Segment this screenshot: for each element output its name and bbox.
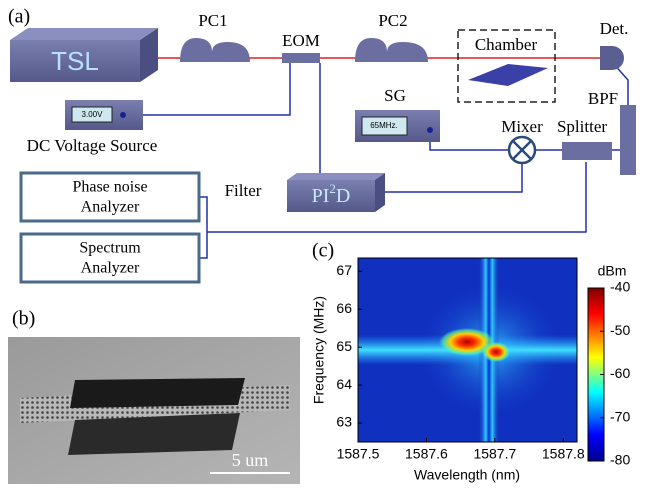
pid-label: PI2D (312, 181, 351, 207)
colorbar-tick-label: -70 (610, 408, 630, 424)
x-tick-label: 1587.8 (542, 446, 585, 462)
x-axis-label: Wavelength (nm) (414, 467, 520, 483)
node-label: Analyzer (81, 260, 140, 277)
node-label: PC2 (378, 11, 407, 30)
node-label: Mixer (501, 117, 543, 136)
y-tick-label: 66 (336, 300, 352, 316)
node-label: PC1 (198, 11, 227, 30)
node-label: Phase noise (72, 179, 147, 196)
panel-label: (a) (8, 6, 30, 28)
tsl-box: TSL (10, 28, 158, 82)
dc-box: 3.00V (65, 100, 143, 130)
node-label: DC Voltage Source (27, 136, 158, 155)
heatmap-image (358, 258, 577, 442)
wires (123, 61, 629, 259)
y-tick-label: 63 (336, 414, 352, 430)
colorbar-tick-label: -60 (610, 365, 630, 381)
chip (468, 64, 548, 86)
node-label: TSL (51, 46, 99, 76)
x-tick-label: 1587.7 (473, 446, 516, 462)
plot-frame (357, 257, 578, 443)
sem-image: 5 um (8, 337, 300, 484)
node-label: SG (384, 86, 406, 105)
chamber (457, 29, 556, 103)
mixer (507, 135, 537, 165)
node-label: Spectrum (79, 240, 141, 257)
display: 65MHz. (370, 121, 398, 130)
node-label: Det. (600, 19, 629, 38)
spectrum-box: Spectrum Analyzer (19, 232, 201, 284)
node-label: Chamber (475, 35, 538, 54)
scale-label: 5 um (232, 450, 269, 470)
x-tick-label: 1587.5 (337, 446, 380, 462)
splitter (562, 142, 612, 160)
colorbar-tick-label: -40 (610, 279, 630, 295)
node-label: EOM (282, 31, 320, 50)
panel-label: (b) (12, 308, 35, 330)
panel-label: (c) (312, 240, 334, 262)
pc1 (180, 38, 250, 62)
pc2 (355, 38, 428, 62)
y-tick-label: 67 (336, 262, 352, 278)
node-label: Filter (225, 181, 262, 200)
detector (600, 46, 624, 70)
display: 3.00V (82, 110, 104, 119)
eom (282, 53, 320, 63)
x-tick-label: 1587.6 (405, 446, 448, 462)
y-tick-label: 65 (336, 338, 352, 354)
pid-sup: 2 (329, 181, 336, 196)
y-tick-label: 64 (336, 376, 352, 392)
sg-box: 65MHz. (355, 110, 440, 142)
colorbar-label: dBm (598, 263, 627, 279)
pid-text: PI (312, 185, 330, 207)
colorbar-tick-label: -80 (610, 452, 630, 468)
bpf (620, 105, 636, 175)
colorbar-tick-label: -50 (610, 322, 630, 338)
phase-noise-box: Phase noise Analyzer (19, 171, 201, 223)
node-label: Splitter (557, 117, 607, 136)
node-label: Analyzer (81, 199, 140, 216)
node-label: BPF (588, 89, 618, 108)
pid-text: D (336, 185, 350, 207)
y-axis-label: Frequency (MHz) (311, 296, 327, 404)
pid-box: PI2D (287, 173, 385, 212)
